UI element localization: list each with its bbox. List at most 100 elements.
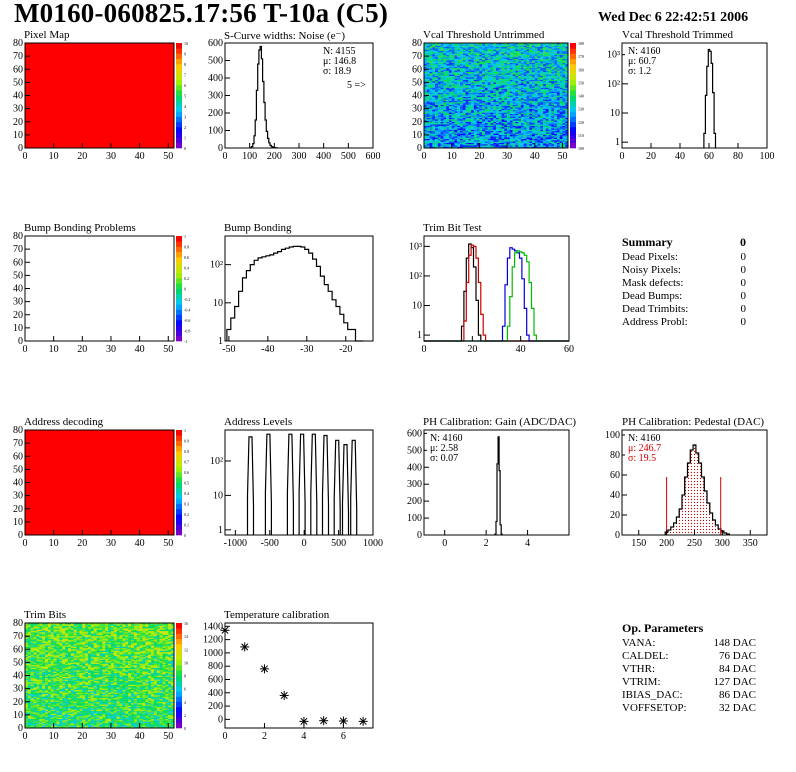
heatmap-cell: [532, 104, 535, 107]
heatmap-cell: [27, 695, 31, 697]
heatmap-cell: [559, 125, 563, 128]
heatmap-cell: [446, 106, 450, 108]
heatmap-cell: [465, 79, 469, 82]
heatmap-cell: [554, 146, 558, 149]
heatmap-cell: [484, 107, 488, 109]
heatmap-cell: [429, 115, 433, 117]
heatmap-cell: [443, 108, 447, 111]
heatmap-cell: [523, 138, 527, 141]
heatmap-cell: [554, 81, 558, 83]
heatmap-cell: [451, 128, 455, 130]
heatmap-cell: [435, 109, 438, 112]
heatmap-cell: [520, 127, 524, 129]
heatmap-cell: [562, 92, 566, 95]
heatmap-cell: [559, 102, 563, 104]
heatmap-cell: [435, 141, 438, 143]
heatmap-cell: [507, 81, 510, 83]
heatmap-cell: [435, 138, 438, 141]
heatmap-cell: [484, 119, 488, 121]
heatmap-cell: [33, 716, 37, 718]
heatmap-cell: [471, 104, 474, 107]
palette-cell: [176, 299, 182, 305]
heatmap-cell: [518, 102, 522, 104]
heatmap-cell: [493, 50, 497, 53]
heatmap-cell: [454, 92, 458, 95]
heatmap-cell: [462, 46, 466, 49]
palette-cell: [176, 58, 182, 65]
heatmap-cell: [548, 137, 552, 139]
heatmap-cell: [526, 99, 530, 101]
heatmap-cell: [426, 44, 430, 46]
heatmap-cell: [473, 95, 477, 97]
heatmap-cell: [487, 104, 491, 107]
heatmap-cell: [523, 62, 527, 65]
heatmap-cell: [554, 104, 558, 107]
heatmap-cell: [465, 124, 469, 126]
heatmap-cell: [468, 102, 472, 104]
heatmap-cell: [496, 116, 499, 118]
heatmap-cell: [479, 128, 483, 130]
heatmap-cell: [496, 65, 499, 67]
heatmap-cell: [537, 67, 541, 70]
heatmap-cell: [457, 144, 461, 146]
heatmap-cell: [429, 66, 433, 69]
heatmap-cell: [457, 57, 461, 59]
heatmap-cell: [559, 95, 563, 97]
heatmap-cell: [554, 91, 558, 94]
heatmap-cell: [545, 62, 549, 65]
heatmap-cell: [543, 109, 546, 112]
heatmap-cell: [440, 112, 444, 115]
heatmap-cell: [432, 45, 436, 48]
stat-line: N: 4160: [430, 433, 463, 444]
heatmap-cell: [451, 69, 455, 71]
heatmap-cell: [509, 78, 513, 80]
palette-label: -0.6: [184, 318, 190, 323]
heatmap-cell: [545, 87, 549, 90]
heatmap-cell: [551, 71, 555, 74]
heatmap-cell: [551, 115, 555, 117]
heatmap-cell: [27, 713, 31, 716]
y-tick-label: 80: [13, 38, 23, 49]
heatmap-cell: [27, 714, 31, 717]
heatmap-cell: [518, 66, 522, 69]
heatmap-cell: [479, 75, 483, 78]
heatmap-cell: [554, 132, 558, 134]
heatmap-cell: [518, 120, 522, 122]
heatmap-cell: [537, 104, 541, 107]
heatmap-cell: [548, 98, 552, 100]
heatmap-cell: [448, 49, 452, 52]
heatmap-cell: [484, 134, 488, 137]
palette-label: 1: [184, 428, 186, 433]
heatmap-cell: [27, 651, 31, 654]
heatmap-cell: [515, 127, 519, 129]
heatmap-cell: [36, 716, 40, 718]
x-tick-label: 50: [163, 538, 173, 549]
heatmap-cell: [451, 108, 455, 111]
heatmap-cell: [454, 125, 458, 128]
op-param-row: VTHR: 84 DAC: [622, 663, 756, 676]
heatmap-cell: [484, 44, 488, 46]
heatmap-cell: [545, 137, 549, 139]
heatmap-cell: [440, 117, 444, 120]
heatmap-cell: [429, 112, 433, 115]
heatmap-cell: [473, 79, 477, 82]
heatmap-cell: [529, 75, 533, 78]
heatmap-cell: [473, 146, 477, 149]
heatmap-cell: [490, 112, 494, 115]
heatmap-cell: [451, 45, 455, 48]
heatmap-cell: [473, 141, 477, 143]
heatmap-cell: [532, 83, 535, 86]
heatmap-cell: [537, 86, 541, 88]
heatmap-cell: [490, 95, 494, 97]
x-tick-label: 500: [331, 538, 346, 549]
palette-cell: [570, 48, 576, 54]
heatmap-cell: [426, 57, 430, 59]
heatmap-cell: [479, 127, 483, 129]
heatmap-cell: [504, 88, 508, 91]
heatmap-cell: [435, 56, 438, 58]
heatmap-cell: [551, 141, 555, 143]
heatmap-cell: [507, 124, 510, 126]
heatmap-cell: [532, 64, 535, 66]
heatmap-cell: [462, 48, 466, 50]
heatmap-cell: [443, 74, 447, 76]
